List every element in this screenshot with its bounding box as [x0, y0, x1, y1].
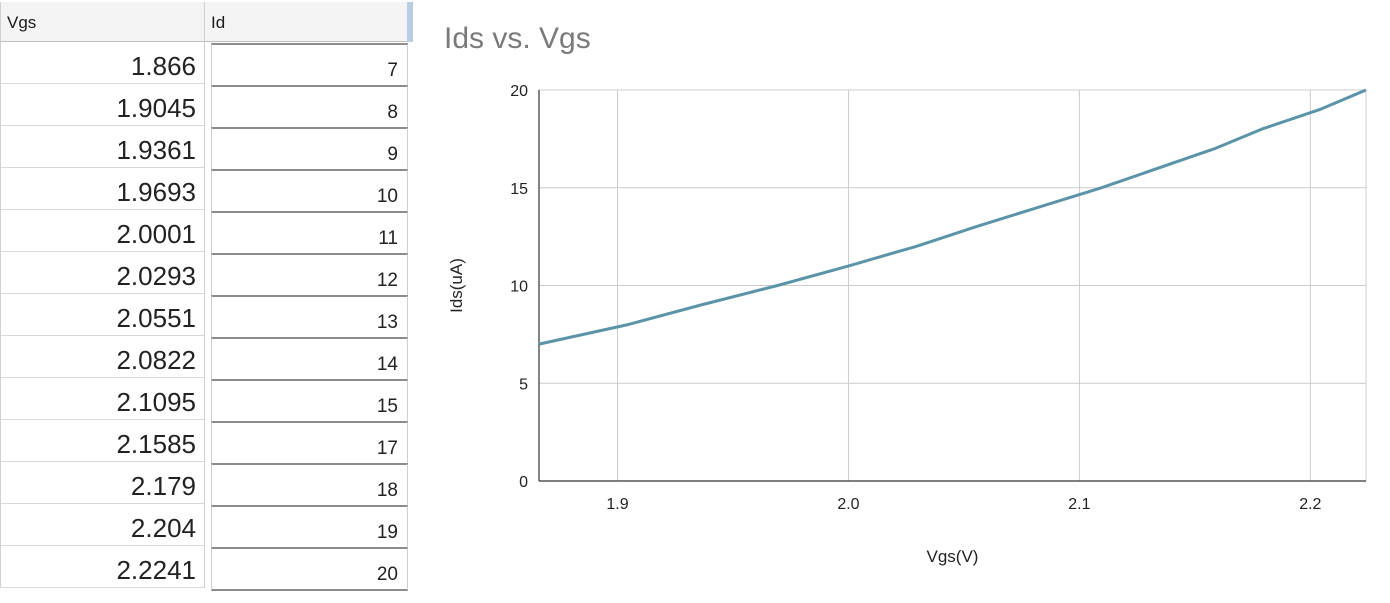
cell-vgs[interactable]: 2.204 [0, 504, 205, 546]
cell-id[interactable]: 10 [211, 169, 408, 211]
x-tick-label: 2.0 [837, 496, 859, 513]
table-row: 2.0293 12 [0, 252, 415, 295]
table-row: 1.9045 8 [0, 84, 415, 127]
table-row: 2.0001 11 [0, 210, 415, 253]
cell-id[interactable]: 14 [211, 337, 408, 379]
cell-vgs[interactable]: 1.9693 [0, 168, 205, 210]
cell-id[interactable]: 13 [211, 295, 408, 337]
cell-id[interactable]: 18 [211, 463, 408, 505]
x-tick-label: 1.9 [606, 496, 628, 513]
cell-vgs[interactable]: 2.0822 [0, 336, 205, 378]
cell-vgs[interactable]: 2.1095 [0, 378, 205, 420]
cell-id[interactable]: 8 [211, 85, 408, 127]
table-row: 1.9361 9 [0, 126, 415, 169]
column-header-selection-edge [407, 2, 413, 42]
cell-vgs[interactable]: 1.9361 [0, 126, 205, 168]
cell-vgs[interactable]: 2.0551 [0, 294, 205, 336]
y-tick-label: 15 [510, 181, 528, 198]
table-row: 2.179 18 [0, 462, 415, 505]
cell-id[interactable]: 11 [211, 211, 408, 253]
x-tick-label: 2.1 [1068, 496, 1090, 513]
cell-id[interactable]: 7 [211, 43, 408, 85]
x-tick-label: 2.2 [1299, 496, 1321, 513]
cell-id[interactable]: 9 [211, 127, 408, 169]
y-tick-label: 0 [519, 474, 528, 491]
table-row: 1.866 7 [0, 42, 415, 85]
column-header-vgs[interactable]: Vgs [0, 2, 205, 42]
cell-id[interactable]: 12 [211, 253, 408, 295]
cell-vgs[interactable]: 2.2241 [0, 546, 205, 588]
cell-vgs[interactable]: 2.0001 [0, 210, 205, 252]
column-header-id[interactable]: Id [205, 2, 408, 42]
table-row: 2.1095 15 [0, 378, 415, 421]
table-row: 2.204 19 [0, 504, 415, 547]
x-axis-label: Vgs(V) [927, 547, 979, 566]
table-row: 2.0551 13 [0, 294, 415, 337]
series-line [538, 88, 1367, 346]
y-tick-label: 5 [519, 376, 528, 393]
table-row: 2.2241 20 [0, 546, 415, 591]
y-tick-label: 20 [510, 83, 528, 100]
table-row: 1.9693 10 [0, 168, 415, 211]
cell-id[interactable]: 19 [211, 505, 408, 547]
spreadsheet: Vgs Id 1.866 7 1.9045 8 1.9361 9 1.9693 10 2.000… [0, 0, 415, 603]
cell-vgs[interactable]: 2.1585 [0, 420, 205, 462]
cell-id[interactable]: 15 [211, 379, 408, 421]
table-body: 1.866 7 1.9045 8 1.9361 9 1.9693 10 2.0001 11 2.02… [0, 42, 415, 591]
cell-id[interactable]: 17 [211, 421, 408, 463]
table-row: 2.1585 17 [0, 420, 415, 463]
cell-vgs[interactable]: 2.0293 [0, 252, 205, 294]
cell-vgs[interactable]: 2.179 [0, 462, 205, 504]
cell-id[interactable]: 20 [211, 547, 408, 591]
cell-vgs[interactable]: 1.9045 [0, 84, 205, 126]
y-axis-label: Ids(uA) [447, 258, 466, 313]
chart-title: Ids vs. Vgs [444, 22, 591, 55]
y-tick-label: 10 [510, 279, 528, 296]
table-row: 2.0822 14 [0, 336, 415, 379]
cell-vgs[interactable]: 1.866 [0, 42, 205, 84]
